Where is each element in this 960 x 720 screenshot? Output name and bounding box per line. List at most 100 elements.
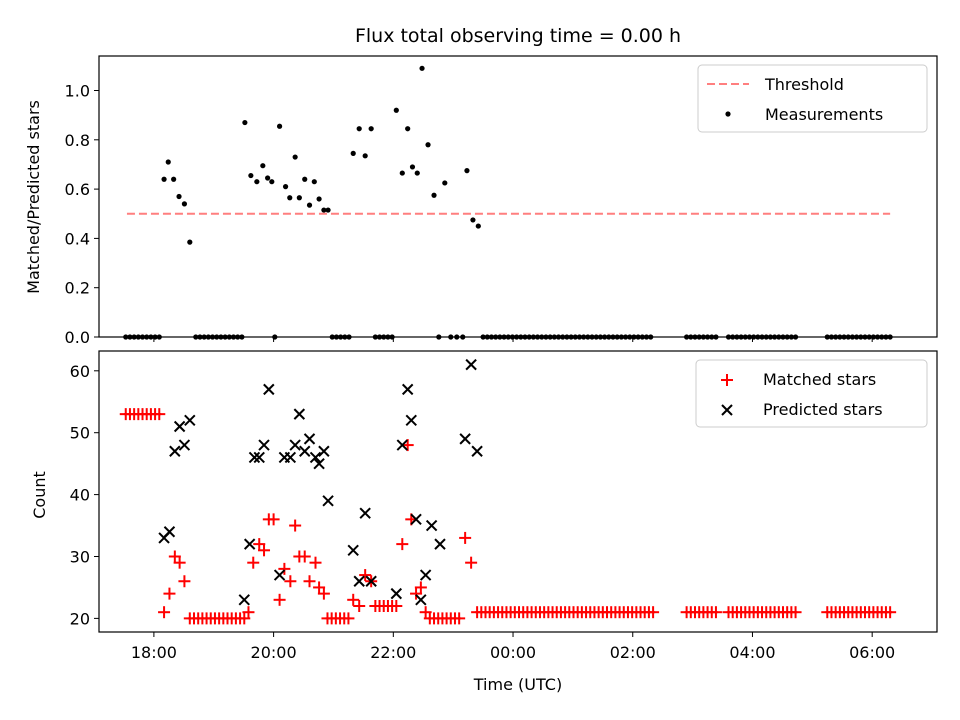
bottom-x-tick-label: 18:00 <box>131 643 177 662</box>
measurement-point <box>287 195 293 201</box>
bottom-y-axis-label: Count <box>30 471 49 519</box>
measurement-point <box>393 107 399 113</box>
matched-star-point <box>258 544 271 557</box>
predicted-star-point <box>163 526 176 538</box>
predicted-star-point <box>243 538 256 550</box>
predicted-star-point <box>390 587 403 600</box>
measurement-point <box>311 179 317 185</box>
top-legend: Threshold Measurements <box>697 64 928 133</box>
matched-star-point <box>309 556 322 569</box>
predicted-star-point <box>303 433 316 445</box>
bottom-plot-marks <box>119 358 897 625</box>
measurement-point <box>475 223 481 229</box>
predicted-star-point <box>410 513 422 526</box>
measurement-point <box>242 119 248 126</box>
matched-star-point <box>247 556 260 569</box>
predicted-star-point <box>415 594 427 606</box>
measurement-point <box>350 150 356 156</box>
predicted-star-point <box>238 594 250 606</box>
predicted-star-point <box>178 439 191 451</box>
matched-star-point <box>153 408 166 421</box>
bottom-panel: Count Time (UTC) 20 30 40 50 60 18:00 20:00 22:… <box>30 350 938 694</box>
bottom-x-tick-label: 20:00 <box>251 643 297 662</box>
top-y-axis-label: Matched/Predicted stars <box>24 100 43 294</box>
measurement-point <box>414 170 420 176</box>
predicted-star-point <box>465 358 477 371</box>
predicted-star-point <box>284 451 297 464</box>
bottom-plot-frame <box>98 350 938 633</box>
predicted-star-point <box>396 439 409 451</box>
bottom-axis-ticks: 20 30 40 50 60 18:00 20:00 22:00 00:00 02:00 04:00… <box>70 362 896 662</box>
measurement-point <box>470 217 476 223</box>
predicted-star-point <box>318 445 330 457</box>
matched-star-point <box>459 531 472 544</box>
predicted-star-point <box>434 538 446 550</box>
predicted-star-point <box>289 439 301 451</box>
matched-star-point <box>303 575 316 588</box>
predicted-star-point <box>173 420 186 433</box>
top-y-tick-label: 0.6 <box>65 180 90 199</box>
predicted-star-point <box>263 383 275 396</box>
matched-star-point <box>390 600 403 613</box>
predicted-star-point <box>322 495 334 507</box>
top-y-tick-label: 0.4 <box>65 229 90 248</box>
predicted-star-point <box>184 414 196 427</box>
predicted-star-point <box>248 451 261 464</box>
matched-star-point <box>242 606 255 619</box>
matched-star-point <box>284 575 297 588</box>
predicted-star-point <box>258 439 270 451</box>
matched-star-point <box>647 606 660 619</box>
matched-star-point <box>789 606 802 619</box>
top-axis-ticks: 0.0 0.2 0.4 0.6 0.8 1.0 <box>65 82 873 347</box>
measurement-point <box>181 201 188 207</box>
measurement-point <box>306 202 313 208</box>
measurement-point <box>464 168 470 174</box>
top-y-tick-label: 1.0 <box>65 82 90 101</box>
matched-star-point <box>347 593 360 606</box>
matched-star-point <box>414 581 427 594</box>
measurement-point <box>405 126 411 132</box>
measurement-point <box>399 170 405 176</box>
matched-star-point <box>410 587 423 600</box>
measurement-point <box>269 179 275 185</box>
bottom-x-tick-label: 00:00 <box>490 643 536 662</box>
matched-star-point <box>317 587 330 600</box>
measurement-point <box>431 192 437 198</box>
measurement-point <box>260 163 266 169</box>
legend-matched-swatch <box>721 374 733 386</box>
predicted-star-point <box>293 408 306 420</box>
top-y-tick-label: 0.8 <box>65 131 90 150</box>
measurement-point <box>425 142 431 148</box>
measurement-point <box>362 153 368 159</box>
predicted-star-point <box>401 383 414 396</box>
measurement-point <box>419 65 425 71</box>
measurement-point <box>292 154 298 160</box>
predicted-star-point <box>359 507 371 519</box>
matched-star-point <box>168 550 181 563</box>
matched-star-point <box>419 606 432 619</box>
measurement-point <box>254 179 260 185</box>
x-axis-label: Time (UTC) <box>473 675 562 694</box>
matched-star-point <box>353 600 366 613</box>
measurement-point <box>265 175 271 181</box>
measurement-point <box>165 159 171 165</box>
measurement-point <box>187 239 193 245</box>
top-y-tick-label: 0.0 <box>65 328 90 347</box>
matched-star-point <box>465 556 478 569</box>
measurement-point <box>356 126 362 132</box>
bottom-legend-box <box>695 359 928 428</box>
measurement-point <box>316 196 322 202</box>
top-y-tick-label: 0.2 <box>65 279 90 298</box>
matched-star-point <box>238 612 251 625</box>
measurement-point <box>161 176 167 182</box>
predicted-star-point <box>405 414 417 427</box>
bottom-x-tick-label: 04:00 <box>729 643 775 662</box>
matched-star-point <box>396 538 409 551</box>
legend-matched-label: Matched stars <box>763 370 876 389</box>
bottom-legend: Matched stars Predicted stars <box>695 359 928 428</box>
predicted-star-point <box>299 445 311 457</box>
matched-star-point <box>289 519 302 532</box>
measurement-point <box>176 193 182 200</box>
measurement-point <box>296 195 302 201</box>
